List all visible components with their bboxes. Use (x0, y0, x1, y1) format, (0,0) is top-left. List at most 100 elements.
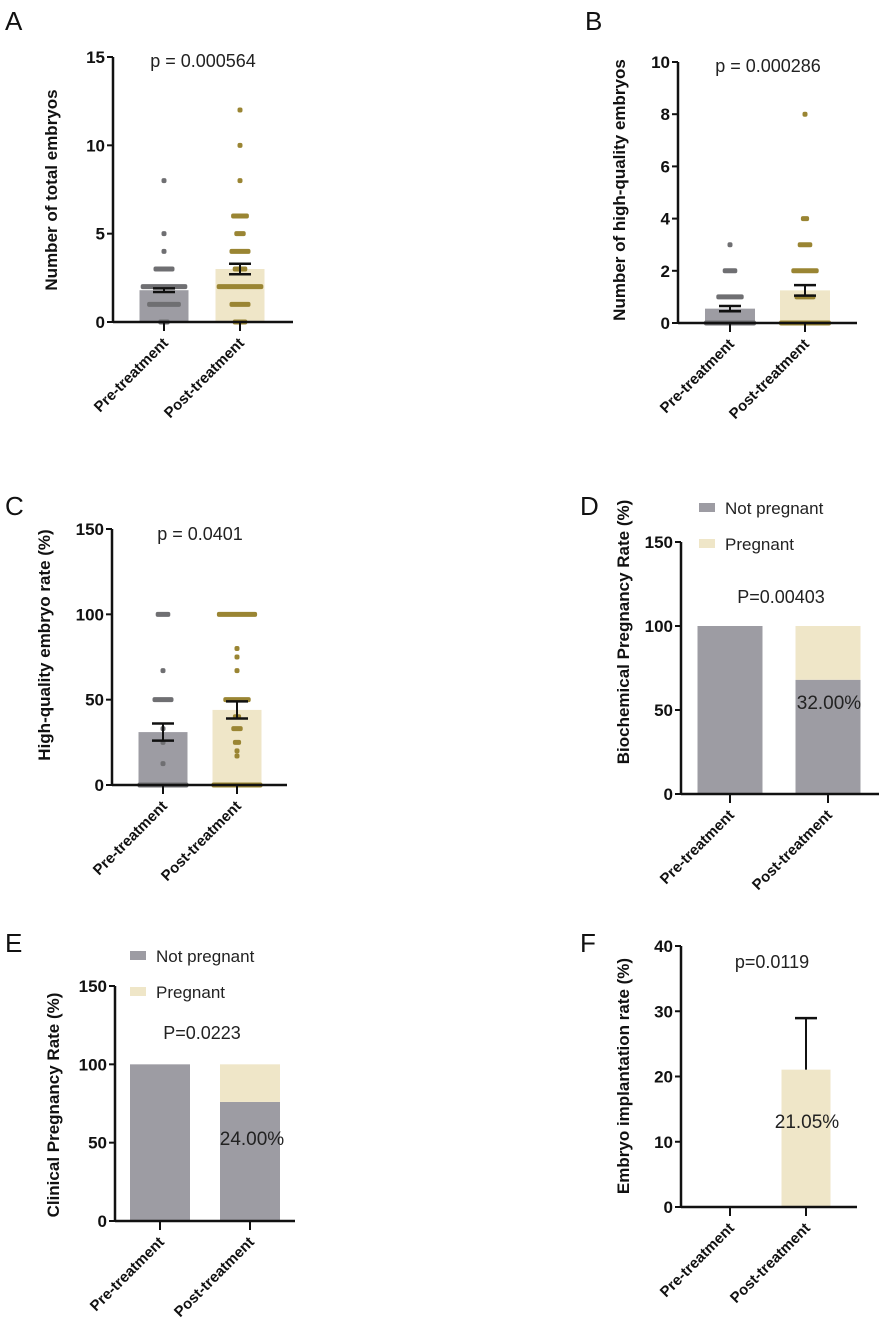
data-point (237, 178, 243, 184)
x-tick-label: Pre-treatment (90, 798, 171, 879)
bar-segment-pregnant (220, 1064, 280, 1102)
panel-letter: D (580, 491, 599, 521)
x-tick-label: Pre-treatment (657, 807, 738, 888)
y-tick-label: 0 (664, 785, 673, 804)
data-point (216, 611, 258, 617)
data-point (237, 107, 243, 113)
y-tick-label: 150 (645, 533, 673, 552)
x-tick-label: Pre-treatment (657, 336, 738, 417)
legend-swatch (130, 951, 146, 960)
p-value: p=0.0119 (735, 952, 809, 972)
bar (705, 308, 755, 323)
y-tick-label: 20 (654, 1068, 673, 1087)
y-tick-label: 10 (86, 136, 105, 155)
data-point (140, 284, 188, 290)
data-point (160, 668, 166, 674)
y-tick-label: 150 (76, 520, 104, 539)
panel-e: E Not pregnant Pregnant 0 50 100 150 Pre-treatm… (5, 928, 295, 1321)
panel-letter: F (580, 928, 596, 958)
y-tick-label: 40 (654, 937, 673, 956)
p-value: P=0.0223 (163, 1023, 241, 1043)
y-tick-label: 0 (95, 776, 104, 795)
p-value: p = 0.000286 (715, 56, 821, 76)
y-tick-label: 30 (654, 1002, 673, 1021)
data-point (153, 266, 175, 272)
p-value: P=0.00403 (737, 587, 825, 607)
y-tick-label: 10 (651, 53, 670, 72)
data-point (231, 726, 243, 732)
x-tick-label: Post-treatment (161, 335, 248, 422)
data-point (716, 294, 744, 300)
x-tick-label: Pre-treatment (91, 335, 172, 416)
bar-segment-not-pregnant (220, 1101, 280, 1221)
panel-letter: C (5, 491, 24, 521)
panel-letter: B (585, 6, 602, 36)
data-point (791, 268, 819, 274)
data-point (234, 668, 240, 674)
y-tick-label: 50 (654, 701, 673, 720)
legend-label: Not pregnant (725, 499, 824, 518)
data-point (231, 213, 249, 219)
legend-label: Pregnant (725, 535, 794, 554)
legend-swatch (699, 539, 715, 548)
y-axis-label: Clinical Pregnancy Rate (%) (44, 993, 63, 1218)
percent-annotation: 21.05% (775, 1112, 840, 1133)
y-axis-label: Biochemical Pregnancy Rate (%) (614, 500, 633, 765)
percent-annotation: 32.00% (797, 693, 862, 714)
data-point (229, 301, 251, 307)
bar-segment-not-pregnant (130, 1064, 190, 1221)
y-tick-label: 15 (86, 48, 105, 67)
x-tick-label: Post-treatment (727, 1220, 814, 1307)
y-axis-label: Number of total embryos (42, 89, 61, 290)
data-point (147, 301, 181, 307)
y-tick-label: 100 (79, 1055, 107, 1074)
panel-letter: A (5, 6, 23, 36)
y-axis-label: Embryo implantation rate (%) (614, 958, 633, 1194)
data-point (797, 242, 813, 248)
percent-annotation: 24.00% (220, 1129, 285, 1150)
y-tick-label: 0 (661, 314, 670, 333)
y-tick-label: 100 (645, 617, 673, 636)
data-point (161, 248, 167, 254)
panel-d: D Not pregnant Pregnant 0 50 100 150 Pre-treatm… (580, 491, 879, 894)
data-point (727, 242, 733, 248)
x-tick-label: Pre-treatment (657, 1220, 738, 1301)
x-tick-label: Post-treatment (171, 1234, 258, 1321)
legend-swatch (130, 987, 146, 996)
data-point (155, 611, 171, 617)
data-point (234, 748, 240, 754)
x-tick-label: Pre-treatment (87, 1234, 168, 1315)
data-point (722, 268, 738, 274)
bar-segment-not-pregnant (697, 626, 763, 794)
y-tick-label: 100 (76, 605, 104, 624)
y-tick-label: 150 (79, 977, 107, 996)
y-tick-label: 50 (88, 1134, 107, 1153)
data-point (216, 284, 264, 290)
data-point (234, 654, 240, 660)
y-tick-label: 0 (96, 313, 105, 332)
data-point (161, 231, 167, 237)
x-tick-label: Post-treatment (158, 798, 245, 885)
data-point (232, 739, 242, 745)
y-tick-label: 10 (654, 1133, 673, 1152)
p-value: p = 0.0401 (157, 524, 243, 544)
data-point (802, 111, 808, 117)
p-value: p = 0.000564 (150, 51, 256, 71)
y-tick-label: 5 (96, 225, 105, 244)
bar (212, 709, 262, 785)
y-tick-label: 0 (664, 1198, 673, 1217)
data-point (161, 178, 167, 184)
y-tick-label: 50 (85, 691, 104, 710)
bar (781, 1069, 831, 1207)
data-point (800, 216, 810, 222)
data-point (229, 248, 251, 254)
bar (215, 269, 265, 322)
x-tick-label: Post-treatment (749, 807, 836, 894)
y-axis-label: Number of high-quality embryos (610, 59, 629, 321)
data-point (234, 645, 240, 651)
legend-swatch (699, 503, 715, 512)
legend-label: Not pregnant (156, 947, 255, 966)
